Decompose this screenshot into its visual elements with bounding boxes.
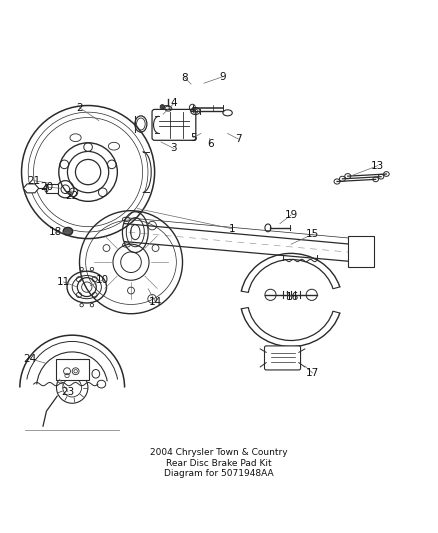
Text: 7: 7 <box>235 134 242 144</box>
Bar <box>56 359 88 380</box>
Text: 13: 13 <box>371 160 385 171</box>
Ellipse shape <box>160 104 165 109</box>
Text: 8: 8 <box>181 72 188 83</box>
Text: 16: 16 <box>285 293 299 302</box>
Text: 2: 2 <box>76 103 83 112</box>
Text: 14: 14 <box>149 297 162 306</box>
Text: 3: 3 <box>171 143 177 154</box>
Text: 5: 5 <box>190 133 197 143</box>
Text: 19: 19 <box>285 210 298 220</box>
Text: 6: 6 <box>207 139 214 149</box>
Text: 20: 20 <box>41 182 54 192</box>
Text: 10: 10 <box>95 275 109 285</box>
Bar <box>46 184 58 192</box>
Ellipse shape <box>63 228 73 235</box>
Text: 18: 18 <box>49 227 63 237</box>
Text: 21: 21 <box>27 176 40 185</box>
Polygon shape <box>23 184 39 193</box>
Text: 24: 24 <box>24 354 37 364</box>
Text: 11: 11 <box>57 277 70 287</box>
Text: 23: 23 <box>61 387 74 397</box>
Text: 17: 17 <box>306 368 319 378</box>
Text: 1: 1 <box>229 224 235 234</box>
Text: 4: 4 <box>171 99 177 108</box>
Text: 9: 9 <box>219 72 226 82</box>
FancyBboxPatch shape <box>265 346 300 370</box>
Text: 2004 Chrysler Town & Country
Rear Disc Brake Pad Kit
Diagram for 5071948AA: 2004 Chrysler Town & Country Rear Disc B… <box>150 448 288 478</box>
Bar <box>348 237 374 266</box>
Text: 22: 22 <box>66 191 79 201</box>
Text: 15: 15 <box>306 229 319 239</box>
FancyBboxPatch shape <box>152 109 196 140</box>
